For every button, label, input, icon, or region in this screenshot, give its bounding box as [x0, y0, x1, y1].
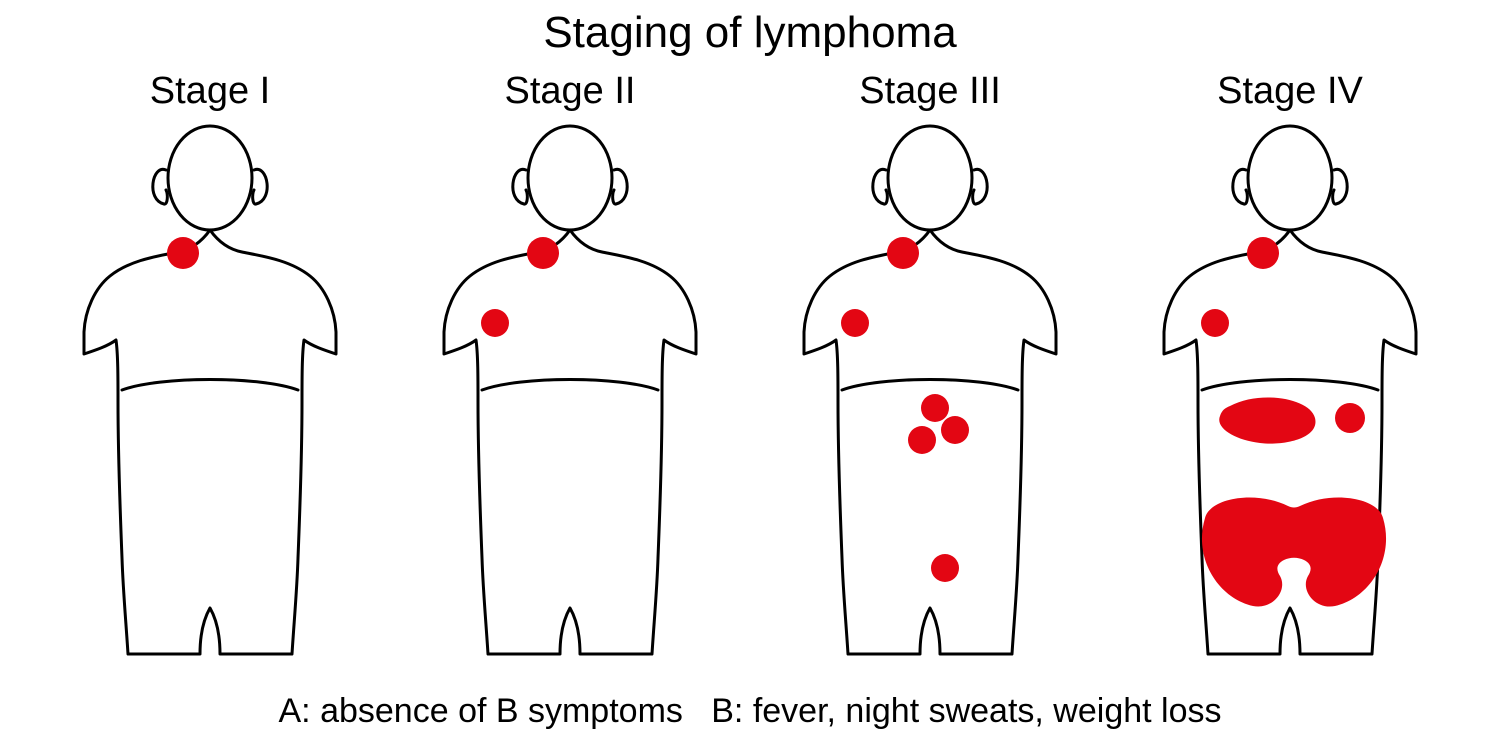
diagram-title: Staging of lymphoma [0, 8, 1500, 58]
stage-label: Stage IV [1217, 70, 1363, 113]
stage-panel: Stage III [780, 70, 1080, 658]
body-figure [1140, 118, 1440, 658]
pelvis-lesion-icon [1202, 497, 1386, 606]
legend: A: absence of B symptoms B: fever, night… [0, 692, 1500, 731]
lymph-node-icon [941, 416, 969, 444]
lymph-node-icon [1247, 237, 1279, 269]
stage-panel: Stage II [420, 70, 720, 658]
legend-a: A: absence of B symptoms [279, 692, 683, 730]
stage-label: Stage III [859, 70, 1001, 113]
stage-panel: Stage I [60, 70, 360, 658]
body-figure [780, 118, 1080, 658]
lymph-node-icon [887, 237, 919, 269]
body-figure [60, 118, 360, 658]
stages-row: Stage I Stage II Stage III Stage IV [0, 70, 1500, 658]
legend-spacer [683, 692, 711, 730]
lymph-node-icon [167, 237, 199, 269]
lymph-node-icon [481, 309, 509, 337]
lymph-node-icon [931, 554, 959, 582]
lymph-node-icon [1201, 309, 1229, 337]
lymph-node-icon [921, 394, 949, 422]
lymph-node-icon [1335, 403, 1365, 433]
lymph-node-icon [908, 426, 936, 454]
lymph-node-icon [527, 237, 559, 269]
stage-label: Stage I [150, 70, 270, 113]
legend-b: B: fever, night sweats, weight loss [711, 692, 1221, 730]
stage-panel: Stage IV [1140, 70, 1440, 658]
stage-label: Stage II [505, 70, 636, 113]
liver-lesion-icon [1219, 397, 1315, 443]
diagram-container: Staging of lymphoma Stage I Stage II Sta… [0, 0, 1500, 749]
lymph-node-icon [841, 309, 869, 337]
body-figure [420, 118, 720, 658]
